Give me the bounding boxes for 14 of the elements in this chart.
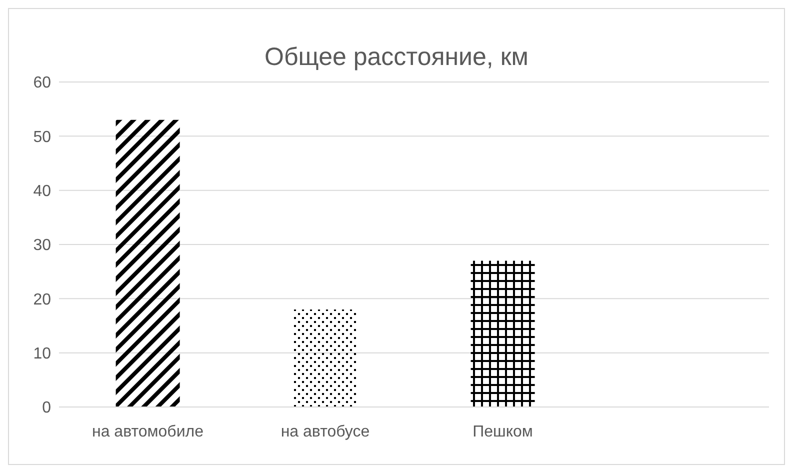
y-tick-label: 30 [33,237,52,254]
chart-title: Общее расстояние, км [264,43,530,72]
y-tick-label: 0 [42,400,52,417]
y-tick-label: 40 [33,183,52,200]
x-tick-label: на автомобиле [92,423,204,440]
y-tick-label: 20 [33,291,52,308]
y-tick-label: 10 [33,346,52,363]
y-tick-label: 50 [33,128,52,146]
bar [116,120,180,407]
bar [470,260,535,407]
y-tick-label: 60 [33,74,52,92]
x-tick-label: на автобусе [280,423,370,440]
bar [293,310,358,407]
x-tick-label: Пешком [472,423,533,440]
